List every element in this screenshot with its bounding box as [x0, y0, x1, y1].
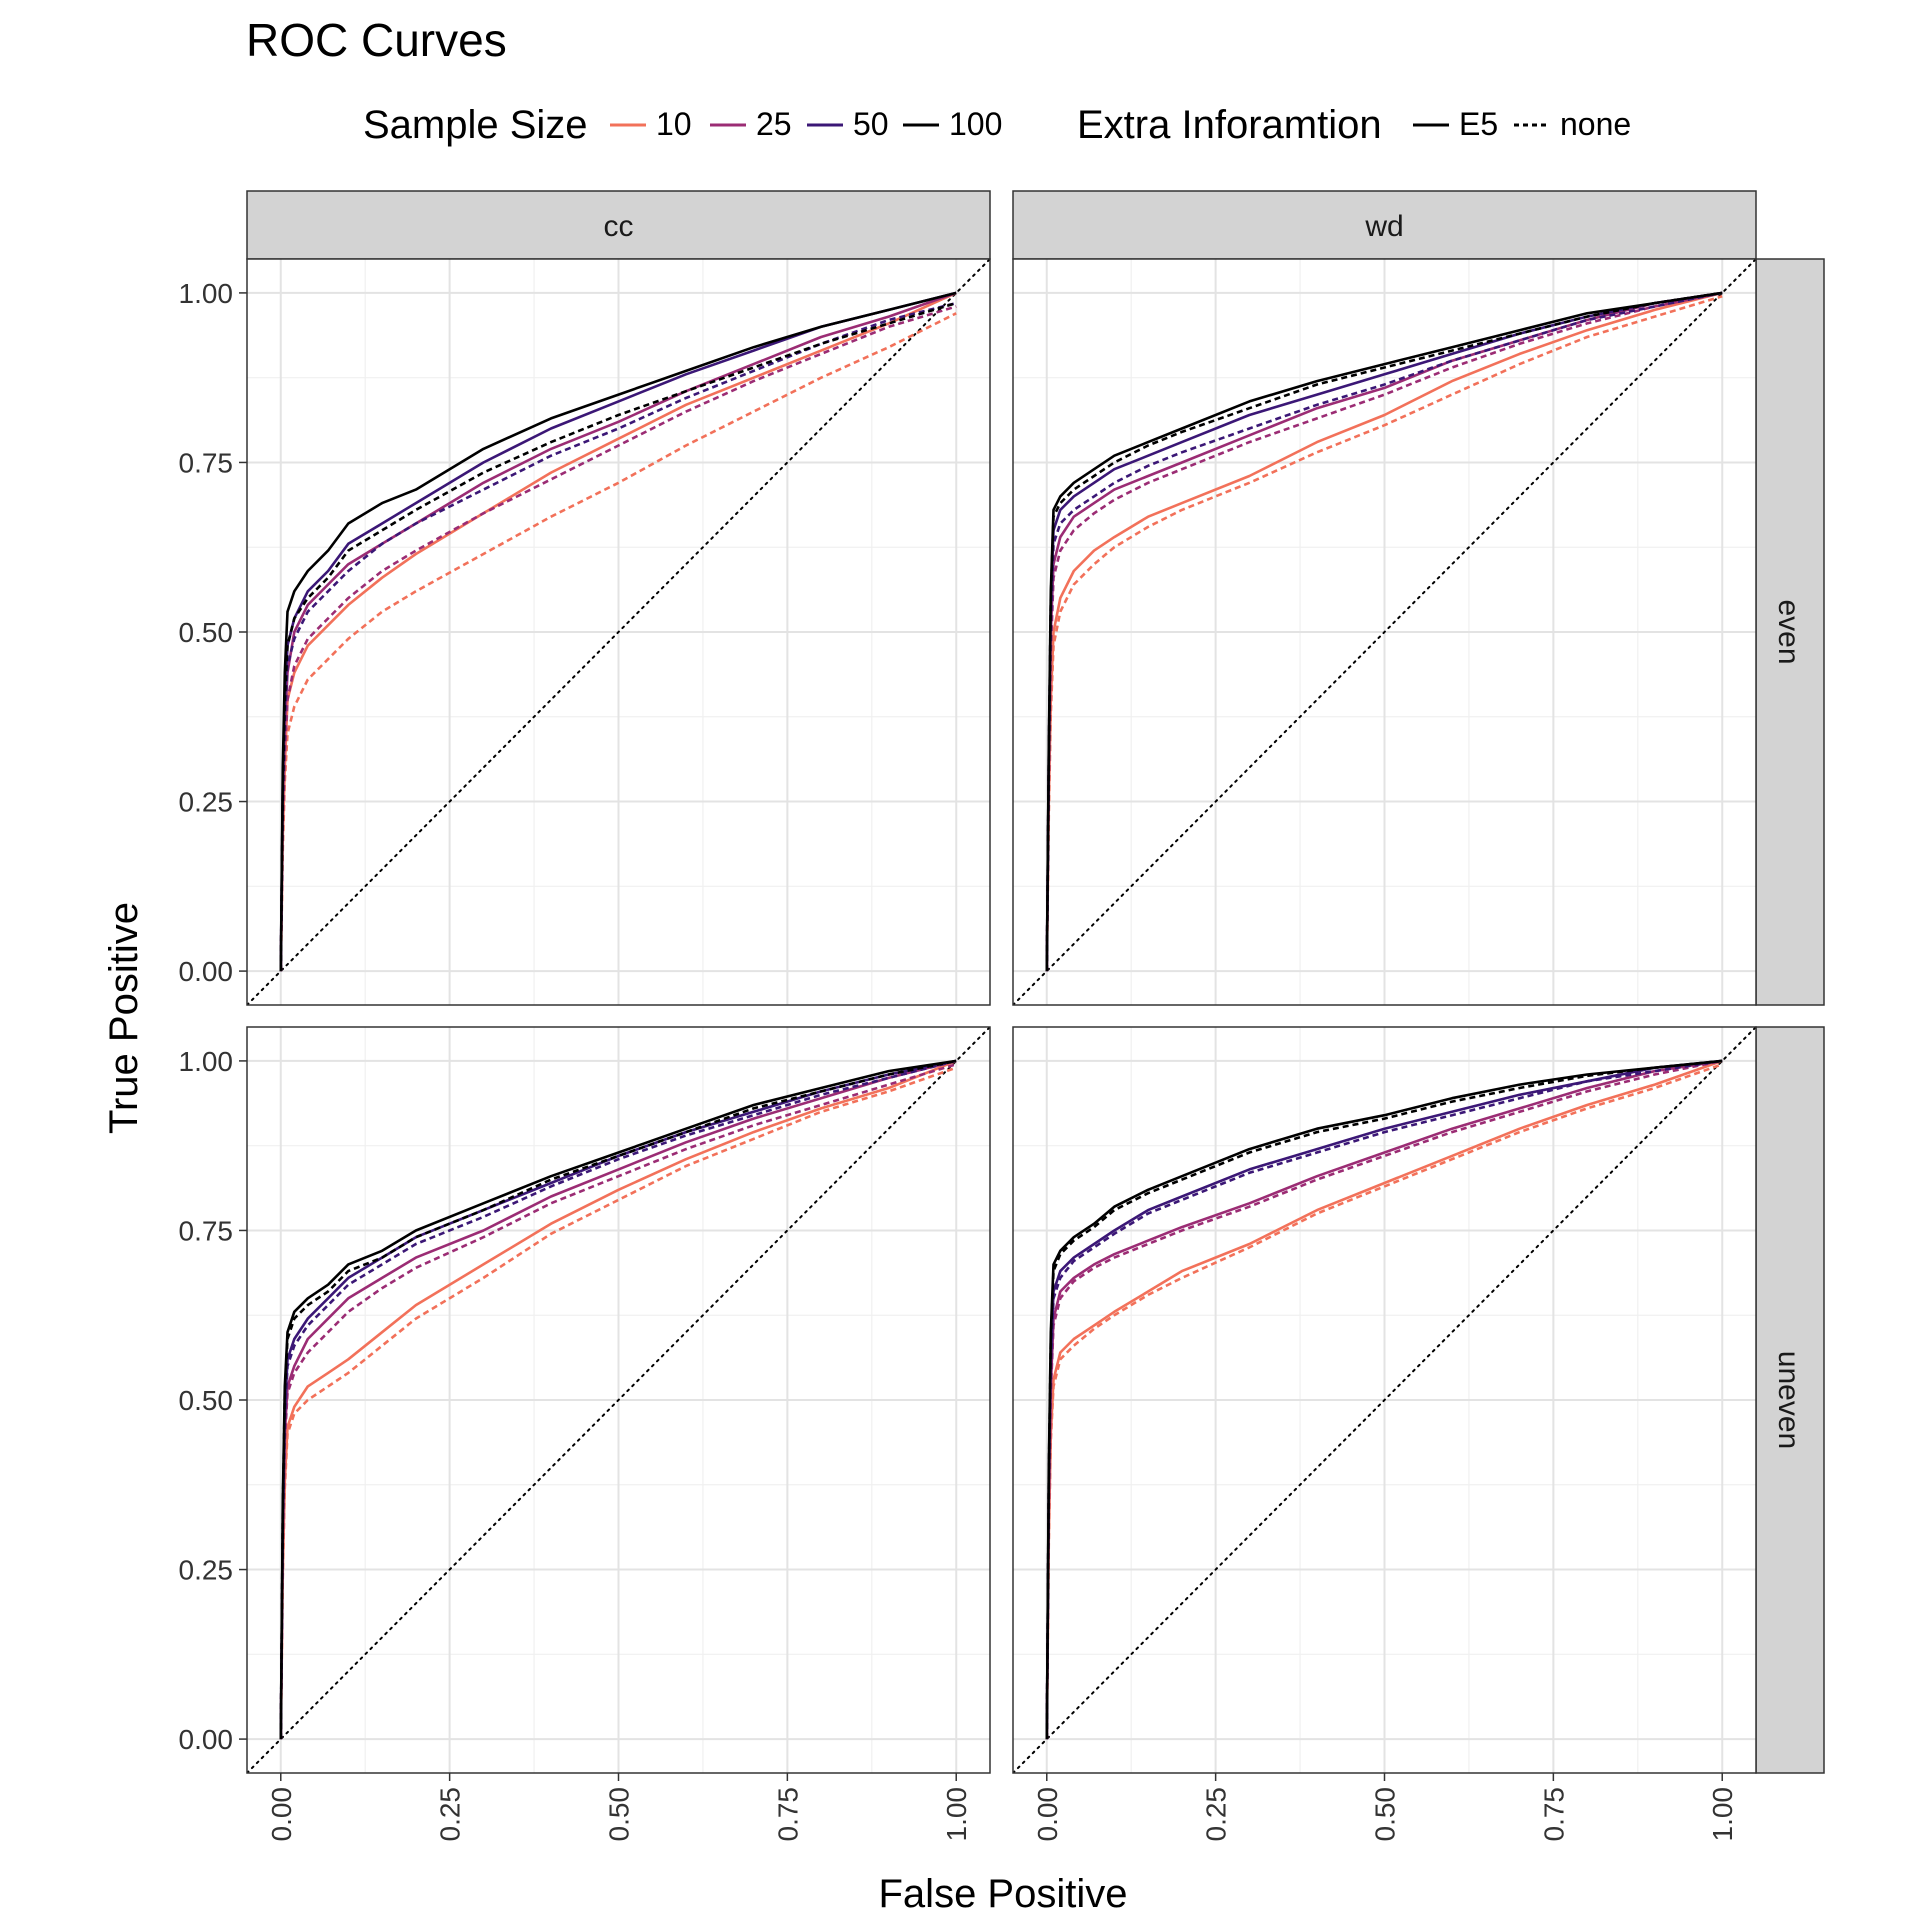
plot-area [1013, 1027, 1756, 1773]
series-line-size-100-E5 [1045, 291, 1723, 972]
series-line-size-25-none [279, 305, 957, 972]
legend-label-info-E5: E5 [1459, 106, 1498, 142]
series-line-size-10-none [279, 312, 957, 972]
legend-label-info-none: none [1560, 106, 1631, 142]
series-line-size-10-none [1045, 1063, 1723, 1740]
series-line-size-100-none [1045, 1059, 1723, 1740]
plot-area [247, 259, 990, 1005]
panel-wd-uneven: 0.00 0.25 0.50 0.75 1.00 [1012, 1026, 1757, 1842]
y-tick-label: 0.00 [179, 956, 234, 987]
plot-area [1013, 259, 1756, 1005]
series-line-size-100-E5 [279, 291, 957, 972]
strip-label-even: even [1772, 599, 1805, 664]
series-line-size-100-E5 [279, 1059, 957, 1740]
panel-cc-uneven: 0.00 0.25 0.50 0.75 1.00 0.00 0.25 0.50 0.75 1.00 [179, 1026, 991, 1842]
series-line-size-50-none [279, 301, 957, 972]
plot-area [247, 1027, 990, 1773]
reference-diagonal-line [247, 1027, 990, 1773]
legend-label-size-100: 100 [949, 106, 1002, 142]
panel-wd-even [1012, 258, 1757, 1006]
x-tick-label: 0.00 [266, 1787, 297, 1842]
legend-label-size-25: 25 [756, 106, 792, 142]
series-line-size-50-none [1045, 1059, 1723, 1740]
y-tick-label: 0.75 [179, 1215, 234, 1246]
strip-col-cc: cc [246, 190, 991, 260]
x-tick-label: 1.00 [941, 1787, 972, 1842]
x-axis-title: False Positive [879, 1872, 1128, 1916]
legend-label-size-10: 10 [656, 106, 692, 142]
reference-diagonal-line [1013, 259, 1756, 1005]
legend-title-sample-size: Sample Size [363, 103, 588, 147]
strip-background [246, 190, 991, 260]
x-tick-label: 0.50 [604, 1787, 635, 1842]
panel-border [1012, 258, 1757, 1006]
strip-label-cc: cc [604, 210, 634, 243]
legend: Sample Size Extra Inforamtion 10 25 50 100 E… [363, 103, 1631, 147]
x-tick-label: 0.00 [1032, 1787, 1063, 1842]
series-line-size-10-E5 [1045, 291, 1723, 972]
series-line-size-50-E5 [279, 291, 957, 972]
series-line-size-100-none [1045, 291, 1723, 972]
y-tick-label: 0.50 [179, 1385, 234, 1416]
legend-label-size-50: 50 [853, 106, 889, 142]
y-tick-label: 0.50 [179, 617, 234, 648]
facet-panels: cc wdevenuneven0.000.250.500.751.000.000.… [179, 190, 1825, 1842]
strip-label-uneven: uneven [1772, 1351, 1805, 1449]
series-line-size-10-none [1045, 295, 1723, 972]
y-tick-label: 0.25 [179, 787, 234, 818]
x-tick-label: 1.00 [1707, 1787, 1738, 1842]
y-tick-label: 0.00 [179, 1724, 234, 1755]
legend-title-extra-information: Extra Inforamtion [1077, 103, 1382, 147]
chart-title: ROC Curves [246, 14, 507, 66]
x-tick-label: 0.75 [772, 1787, 803, 1842]
x-tick-label: 0.25 [1201, 1787, 1232, 1842]
y-tick-label: 1.00 [179, 278, 234, 309]
x-tick-label: 0.50 [1370, 1787, 1401, 1842]
y-axis-title: True Positive [102, 902, 146, 1134]
strip-row-even: even [1755, 258, 1825, 1006]
series-line-size-50-none [279, 1059, 957, 1740]
y-tick-label: 0.25 [179, 1555, 234, 1586]
reference-diagonal-line [1013, 1027, 1756, 1773]
series-line-size-100-none [279, 1059, 957, 1740]
reference-diagonal-line [247, 259, 990, 1005]
x-tick-label: 0.75 [1538, 1787, 1569, 1842]
panel-cc-even: 0.00 0.25 0.50 0.75 1.00 [179, 258, 991, 1006]
strip-background [1012, 190, 1757, 260]
strip-label-wd: wd [1364, 210, 1403, 243]
strip-col-wd: wd [1012, 190, 1757, 260]
y-tick-label: 0.75 [179, 447, 234, 478]
strip-row-uneven: uneven [1755, 1026, 1825, 1774]
y-tick-label: 1.00 [179, 1046, 234, 1077]
x-tick-label: 0.25 [435, 1787, 466, 1842]
series-line-size-25-none [279, 1063, 957, 1740]
